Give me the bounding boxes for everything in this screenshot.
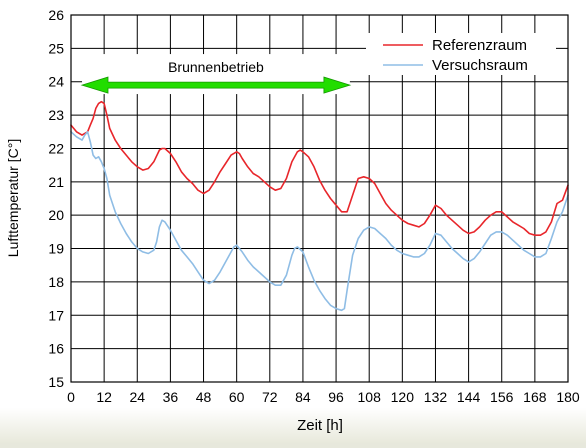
annotation-double-arrow [80,76,352,94]
x-tick-label: 60 [229,389,245,405]
series-line-versuchsraum [70,131,569,312]
y-tick-label: 15 [48,374,64,390]
x-tick-label: 0 [67,389,75,405]
y-tick-label: 22 [48,140,64,156]
annotation-label: Brunnenbetrieb [168,59,264,75]
y-tick-label: 26 [48,7,64,23]
x-tick-label: 84 [295,389,311,405]
x-tick-label: 156 [490,389,514,405]
y-tick-label: 20 [48,207,64,223]
x-tick-label: 96 [328,389,344,405]
y-tick-label: 17 [48,307,64,323]
legend-background [366,33,556,75]
plot-frame [70,14,569,383]
y-tick-label: 25 [48,40,64,56]
legend-label-referenzraum: Referenzraum [432,37,527,54]
annotation-layer: Brunnenbetrieb [80,54,352,95]
x-tick-label: 36 [163,389,179,405]
series-lines [70,100,569,312]
legend-label-versuchsraum: Versuchsraum [432,57,528,74]
y-tick-label: 23 [48,107,64,123]
y-tick-label: 21 [48,174,64,190]
x-axis-label: Zeit [h] [297,417,343,434]
x-tick-label: 24 [129,389,145,405]
x-tick-label: 168 [523,389,547,405]
x-tick-label: 132 [424,389,448,405]
series-line-referenzraum [70,100,569,236]
x-tick-label: 108 [358,389,382,405]
x-tick-label: 72 [262,389,278,405]
y-tick-label: 19 [48,241,64,257]
tick-labels: 15 16 17 18 19 20 21 22 23 24 25 26 0 12 24 36 48 60 72 84 9… [48,7,579,405]
y-tick-label: 18 [48,274,64,290]
x-tick-label: 120 [391,389,415,405]
y-axis-label: Lufttemperatur [C°] [5,139,21,257]
x-tick-label: 144 [457,389,481,405]
legend: Referenzraum Versuchsraum [366,33,556,75]
y-tick-label: 16 [48,341,64,357]
x-tick-label: 12 [96,389,112,405]
x-tick-label: 180 [556,389,580,405]
y-tick-label: 24 [48,74,64,90]
x-tick-label: 48 [196,389,212,405]
